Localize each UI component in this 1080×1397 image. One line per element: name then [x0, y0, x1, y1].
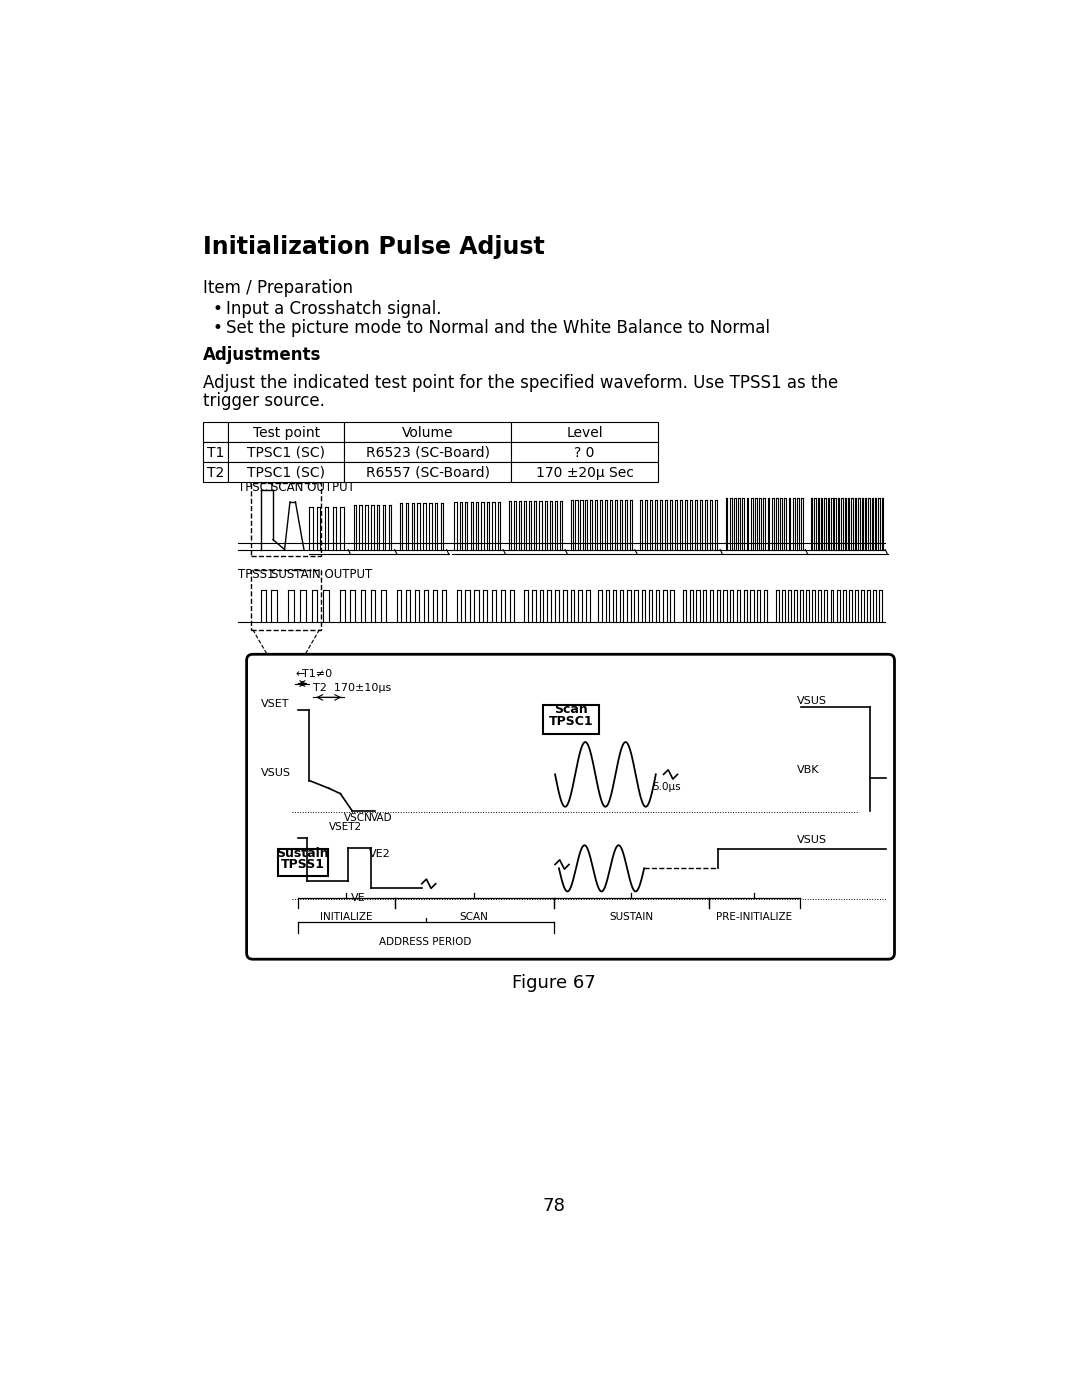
Text: R6557 (SC-Board): R6557 (SC-Board)	[365, 465, 489, 479]
Text: INITIALIZE: INITIALIZE	[320, 912, 373, 922]
Text: VBK: VBK	[797, 766, 820, 775]
Text: R6523 (SC-Board): R6523 (SC-Board)	[365, 446, 489, 460]
Text: Set the picture mode to Normal and the White Balance to Normal: Set the picture mode to Normal and the W…	[227, 319, 770, 337]
Text: 5.0μs: 5.0μs	[652, 782, 680, 792]
Bar	[511, 441, 658, 462]
Bar	[203, 462, 228, 482]
Bar	[345, 462, 511, 482]
Bar	[278, 849, 328, 876]
Text: VSUS: VSUS	[797, 835, 827, 845]
Text: ←: ←	[296, 669, 305, 679]
Bar	[252, 482, 321, 556]
Text: Item / Preparation: Item / Preparation	[203, 279, 353, 298]
Text: Adjust the indicated test point for the specified waveform. Use TPSS1 as the: Adjust the indicated test point for the …	[203, 374, 838, 393]
Text: T1≠0: T1≠0	[302, 669, 333, 679]
Bar	[228, 441, 345, 462]
Bar	[345, 422, 511, 441]
Text: trigger source.: trigger source.	[203, 393, 325, 411]
Text: TPSS1: TPSS1	[238, 569, 274, 581]
Bar	[203, 441, 228, 462]
Text: VAD: VAD	[372, 813, 393, 823]
Text: 78: 78	[542, 1197, 565, 1215]
Text: TPSC1 (SC): TPSC1 (SC)	[247, 446, 325, 460]
Text: Sustain: Sustain	[276, 847, 328, 859]
Bar	[228, 422, 345, 441]
Text: Test point: Test point	[253, 426, 320, 440]
Text: 170 ±20μ Sec: 170 ±20μ Sec	[536, 465, 634, 479]
Text: ? 0: ? 0	[575, 446, 595, 460]
Text: TPSC1: TPSC1	[549, 715, 594, 728]
Text: TPSC1 (SC): TPSC1 (SC)	[247, 465, 325, 479]
Text: VSCN: VSCN	[345, 813, 373, 823]
Text: SCAN: SCAN	[460, 912, 488, 922]
Text: •: •	[213, 319, 222, 337]
Text: Level: Level	[566, 426, 603, 440]
Bar	[543, 705, 599, 735]
Text: VSUS: VSUS	[797, 696, 827, 707]
Bar	[511, 422, 658, 441]
Text: Initialization Pulse Adjust: Initialization Pulse Adjust	[203, 236, 545, 260]
Text: T2  170±10μs: T2 170±10μs	[313, 683, 391, 693]
Text: T2: T2	[207, 465, 225, 479]
Bar	[345, 441, 511, 462]
Text: VE: VE	[350, 894, 365, 904]
Text: ADDRESS PERIOD: ADDRESS PERIOD	[379, 936, 472, 947]
Text: SUSTAIN OUTPUT: SUSTAIN OUTPUT	[271, 569, 372, 581]
Text: PRE-INITIALIZE: PRE-INITIALIZE	[716, 912, 793, 922]
Text: T1: T1	[207, 446, 225, 460]
Bar	[228, 462, 345, 482]
Bar	[252, 570, 321, 630]
Text: VE2: VE2	[369, 849, 391, 859]
Text: Scan: Scan	[554, 703, 589, 715]
Text: SUSTAIN: SUSTAIN	[609, 912, 653, 922]
Text: TPSC1: TPSC1	[238, 481, 275, 495]
Bar	[203, 422, 228, 441]
Text: SCAN OUTPUT: SCAN OUTPUT	[271, 481, 354, 495]
Text: •: •	[213, 300, 222, 319]
Text: Input a Crosshatch signal.: Input a Crosshatch signal.	[227, 300, 442, 319]
Bar	[511, 462, 658, 482]
Text: TPSS1: TPSS1	[281, 858, 324, 870]
Text: Figure 67: Figure 67	[512, 974, 595, 992]
FancyBboxPatch shape	[246, 654, 894, 960]
Text: Adjustments: Adjustments	[203, 346, 322, 365]
Text: VSET: VSET	[260, 698, 289, 708]
Text: VSET2: VSET2	[328, 821, 362, 831]
Text: VSUS: VSUS	[260, 768, 291, 778]
Text: Volume: Volume	[402, 426, 454, 440]
